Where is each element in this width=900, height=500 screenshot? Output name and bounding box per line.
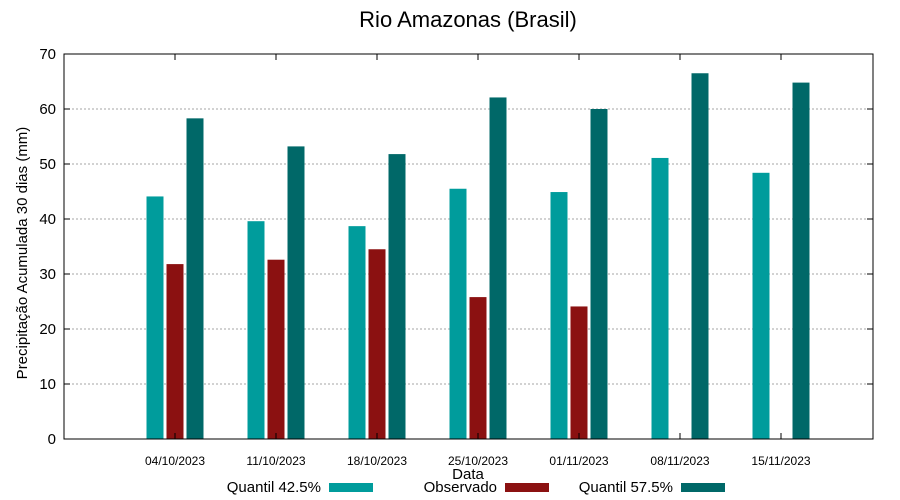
legend: Quantil 42.5% Observado Quantil 57.5% <box>227 479 725 496</box>
chart-title: Rio Amazonas (Brasil) <box>359 7 577 32</box>
legend-label: Quantil 57.5% <box>579 479 673 496</box>
y-axis-label: Precipitação Acumulada 30 dias (mm) <box>14 127 31 380</box>
bar-quantil-57-5--6 <box>792 82 810 439</box>
bar-quantil-42-5--1 <box>247 221 265 439</box>
bar-quantil-57-5--5 <box>691 73 709 439</box>
bar-quantil-42-5--0 <box>146 196 164 439</box>
y-tick-label: 10 <box>39 376 56 393</box>
bar-observado-3 <box>469 297 487 439</box>
y-tick-label: 40 <box>39 211 56 228</box>
bar-observado-4 <box>570 306 588 439</box>
x-axis-label: Data <box>452 466 484 483</box>
bar-quantil-57-5--1 <box>287 146 305 439</box>
legend-swatch <box>505 483 549 492</box>
bar-quantil-42-5--6 <box>752 172 770 440</box>
bar-observado-1 <box>267 259 285 439</box>
y-tick-label: 20 <box>39 321 56 338</box>
x-tick-label: 04/10/2023 <box>145 454 205 468</box>
bar-quantil-42-5--3 <box>449 188 467 439</box>
x-tick-label: 01/11/2023 <box>549 454 608 468</box>
ticks: 0 10 20 30 40 50 60 70 04/10/2023 11/10/2023 18/10… <box>39 46 873 468</box>
bar-quantil-57-5--2 <box>388 154 406 439</box>
bar-quantil-57-5--3 <box>489 97 507 439</box>
bar-quantil-57-5--0 <box>186 118 204 439</box>
y-tick-label: 50 <box>39 156 56 173</box>
y-tick-label: 30 <box>39 266 56 283</box>
bar-quantil-42-5--2 <box>348 226 366 439</box>
grid-lines <box>64 108 873 385</box>
y-tick-label: 70 <box>39 46 56 63</box>
bar-quantil-57-5--4 <box>590 109 608 439</box>
bar-quantil-42-5--5 <box>651 157 669 439</box>
legend-swatch <box>681 483 725 492</box>
legend-label: Observado <box>424 479 497 496</box>
y-tick-label: 0 <box>48 431 56 448</box>
x-tick-label: 15/11/2023 <box>751 454 810 468</box>
legend-label: Quantil 42.5% <box>227 479 321 496</box>
bar-observado-2 <box>368 249 386 439</box>
legend-swatch <box>329 483 373 492</box>
bar-quantil-42-5--4 <box>550 192 568 439</box>
x-tick-label: 08/11/2023 <box>650 454 709 468</box>
bars <box>146 73 810 440</box>
x-tick-label: 11/10/2023 <box>246 454 305 468</box>
y-tick-label: 60 <box>39 101 56 118</box>
x-tick-label: 25/10/2023 <box>448 454 508 468</box>
plot-frame <box>63 53 874 440</box>
bar-observado-0 <box>166 264 184 439</box>
x-tick-label: 18/10/2023 <box>347 454 407 468</box>
